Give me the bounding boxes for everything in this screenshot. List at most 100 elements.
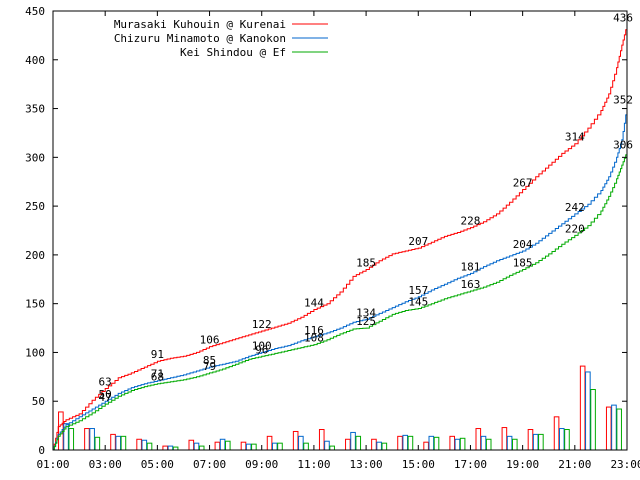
- y-tick-label: 150: [25, 298, 45, 311]
- bar: [277, 442, 283, 451]
- bar: [303, 442, 309, 451]
- legend-label: Kei Shindou @ Ef: [180, 46, 286, 59]
- bar: [553, 416, 560, 451]
- bar: [590, 389, 596, 451]
- bar: [146, 442, 153, 451]
- bar: [381, 442, 388, 451]
- data-label: 85: [203, 354, 216, 367]
- bar: [475, 428, 482, 451]
- data-label: 116: [304, 324, 324, 337]
- bar: [449, 435, 456, 451]
- bar: [605, 406, 612, 451]
- data-label: 125: [356, 315, 376, 328]
- bar: [532, 433, 539, 451]
- legend-label: Chizuru Minamoto @ Kanokon: [114, 32, 286, 45]
- bar: [579, 365, 586, 451]
- series-line: [53, 106, 628, 451]
- data-label: 228: [461, 215, 481, 228]
- bar: [120, 435, 127, 451]
- bar: [485, 438, 492, 451]
- y-tick-label: 250: [25, 200, 45, 213]
- bar: [371, 438, 377, 451]
- data-label: 436: [613, 12, 633, 25]
- y-tick-label: 200: [25, 249, 45, 262]
- x-tick-label: 07:00: [193, 458, 226, 471]
- bar: [167, 445, 174, 451]
- bar: [224, 440, 231, 451]
- bar: [538, 433, 544, 451]
- bar: [214, 441, 221, 451]
- bar: [407, 435, 414, 451]
- bar: [84, 428, 90, 451]
- data-label: 242: [565, 201, 585, 214]
- bar: [329, 445, 335, 451]
- bar: [355, 435, 362, 451]
- bar: [188, 439, 195, 451]
- y-tick-label: 450: [25, 5, 45, 18]
- data-label: 108: [304, 332, 324, 345]
- y-tick-label: 400: [25, 54, 45, 67]
- data-label: 68: [151, 371, 164, 384]
- data-label: 163: [461, 278, 481, 291]
- legend-label: Murasaki Kuhouin @ Kurenai: [114, 18, 286, 31]
- data-label: 144: [304, 297, 324, 310]
- data-label: 157: [408, 284, 428, 297]
- bar: [423, 441, 429, 451]
- bar: [68, 428, 75, 451]
- bar: [141, 439, 148, 451]
- data-label: 134: [356, 306, 376, 319]
- bar: [251, 443, 257, 451]
- bar: [501, 427, 508, 451]
- bar: [193, 442, 200, 451]
- data-label: 204: [513, 238, 533, 251]
- data-label: 207: [408, 235, 428, 248]
- bar: [397, 435, 403, 451]
- bar: [350, 431, 356, 451]
- plot-frame: [52, 10, 628, 451]
- bar: [459, 437, 466, 451]
- x-tick-label: 13:00: [350, 458, 383, 471]
- bar: [324, 440, 330, 451]
- data-label: 306: [613, 138, 633, 151]
- bar: [292, 430, 299, 451]
- bar: [506, 435, 513, 451]
- data-label: 185: [513, 257, 533, 270]
- data-label: 100: [252, 339, 272, 352]
- bar: [511, 438, 518, 451]
- x-tick-label: 01:00: [36, 458, 69, 471]
- series-line: [53, 151, 628, 451]
- axes-layer: 0 50 100 150 200 250 300 350 400 450 01:00 03:00 05:…: [25, 5, 640, 471]
- bar: [94, 436, 101, 451]
- y-tick-label: 50: [32, 395, 45, 408]
- x-tick-label: 21:00: [558, 458, 591, 471]
- bar: [298, 435, 304, 451]
- series-line: [53, 24, 628, 451]
- data-label: 71: [151, 368, 164, 381]
- bar: [564, 429, 570, 451]
- data-label: 314: [565, 131, 585, 144]
- y-tick-label: 300: [25, 151, 45, 164]
- bar: [219, 438, 226, 451]
- bar: [454, 438, 461, 451]
- bar: [428, 435, 435, 451]
- data-labels-layer: 63 91 106 122 144 185 207 228 267 314 436 50 71 85 100…: [99, 12, 633, 404]
- bar: [433, 436, 440, 451]
- data-label: 96: [255, 343, 268, 356]
- y-tick-label: 350: [25, 103, 45, 116]
- bar: [402, 434, 409, 451]
- lines-layer: [53, 24, 628, 451]
- bar: [266, 435, 273, 451]
- x-tick-label: 03:00: [89, 458, 122, 471]
- data-label: 63: [99, 376, 112, 389]
- bar: [558, 428, 565, 451]
- x-tick-label: 23:00: [610, 458, 640, 471]
- data-label: 185: [356, 257, 376, 270]
- data-label: 181: [461, 260, 481, 273]
- x-tick-label: 15:00: [402, 458, 435, 471]
- bar: [345, 438, 351, 451]
- bars-layer: [58, 365, 622, 451]
- bar: [376, 441, 382, 451]
- bar: [162, 445, 169, 451]
- data-label: 106: [200, 334, 220, 347]
